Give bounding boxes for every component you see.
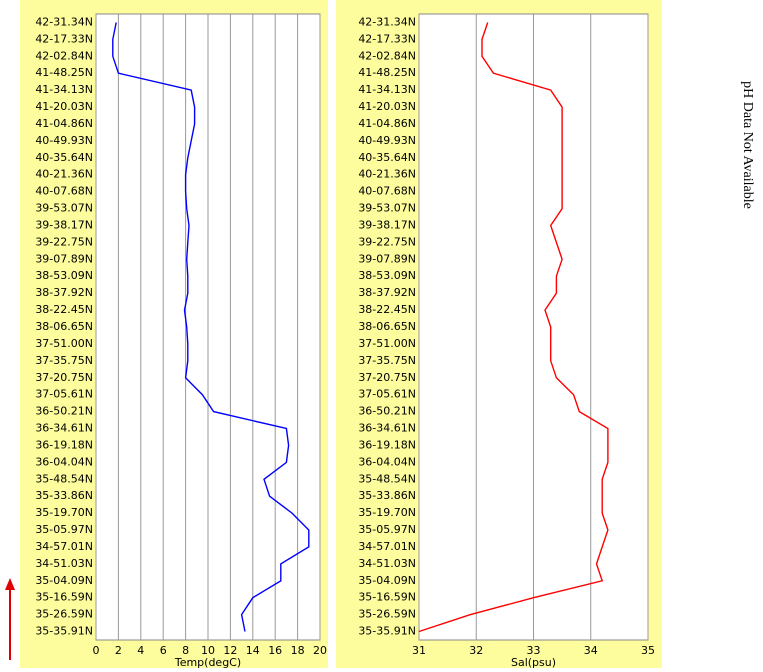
annotation: pH Data Not Available [740, 81, 755, 209]
y-tick-label: 42-17.33N [358, 32, 416, 45]
y-tick-label: 35-04.09N [35, 574, 93, 587]
y-tick-label: 36-04.04N [358, 455, 416, 468]
y-tick-label: 39-53.07N [35, 202, 93, 215]
y-tick-label: 37-20.75N [35, 371, 93, 384]
x-tick-label: 16 [268, 644, 282, 657]
y-tick-label: 37-20.75N [358, 371, 416, 384]
y-tick-label: 39-07.89N [35, 252, 93, 265]
y-tick-label: 40-35.64N [35, 151, 93, 164]
x-tick-label: 4 [137, 644, 144, 657]
y-tick-label: 40-49.93N [358, 134, 416, 147]
x-axis-title: Sal(psu) [511, 656, 556, 668]
y-tick-label: 39-53.07N [358, 202, 416, 215]
y-tick-label: 38-37.92N [35, 286, 93, 299]
y-tick-label: 39-07.89N [358, 252, 416, 265]
x-tick-label: 34 [584, 644, 598, 657]
x-axis-title: Temp(degC) [174, 656, 241, 668]
y-tick-label: 42-31.34N [358, 15, 416, 28]
y-tick-label: 35-04.09N [358, 574, 416, 587]
y-tick-label: 36-19.18N [358, 438, 416, 451]
y-tick-label: 36-50.21N [358, 405, 416, 418]
y-tick-label: 38-37.92N [358, 286, 416, 299]
y-tick-label: 39-22.75N [35, 235, 93, 248]
x-tick-label: 31 [412, 644, 426, 657]
y-tick-label: 38-22.45N [35, 303, 93, 316]
y-tick-label: 42-02.84N [35, 49, 93, 62]
data-line [418, 22, 609, 633]
y-tick-label: 36-34.61N [35, 422, 93, 435]
y-tick-label: 35-48.54N [35, 472, 93, 485]
y-tick-label: 35-26.59N [358, 608, 416, 621]
x-tick-label: 35 [641, 644, 655, 657]
y-tick-label: 41-04.86N [35, 117, 93, 130]
arrow-head [5, 578, 15, 590]
y-tick-label: 37-51.00N [35, 337, 93, 350]
y-tick-label: 34-51.03N [358, 557, 416, 570]
x-tick-label: 8 [182, 644, 189, 657]
x-tick-label: 14 [246, 644, 260, 657]
y-tick-label: 35-35.91N [358, 625, 416, 638]
y-tick-label: 42-17.33N [35, 32, 93, 45]
y-tick-label: 36-50.21N [35, 405, 93, 418]
x-tick-label: 2 [115, 644, 122, 657]
y-tick-label: 40-49.93N [35, 134, 93, 147]
y-tick-label: 41-48.25N [35, 66, 93, 79]
y-tick-label: 41-20.03N [358, 100, 416, 113]
y-tick-label: 40-35.64N [358, 151, 416, 164]
y-tick-label: 40-21.36N [35, 168, 93, 181]
x-tick-label: 10 [201, 644, 215, 657]
y-tick-label: 37-35.75N [358, 354, 416, 367]
y-tick-label: 35-33.86N [358, 489, 416, 502]
y-tick-label: 41-48.25N [358, 66, 416, 79]
y-tick-label: 38-53.09N [35, 269, 93, 282]
y-tick-label: 39-22.75N [358, 235, 416, 248]
y-tick-label: 38-53.09N [358, 269, 416, 282]
y-tick-label: 35-35.91N [35, 625, 93, 638]
y-tick-label: 39-38.17N [358, 218, 416, 231]
y-tick-label: 34-57.01N [358, 540, 416, 553]
x-tick-label: 32 [469, 644, 483, 657]
y-tick-label: 37-51.00N [358, 337, 416, 350]
y-tick-label: 40-07.68N [35, 185, 93, 198]
y-tick-label: 42-02.84N [358, 49, 416, 62]
y-tick-label: 41-04.86N [358, 117, 416, 130]
y-tick-label: 37-05.61N [358, 388, 416, 401]
y-tick-label: 42-31.34N [35, 15, 93, 28]
x-tick-label: 18 [291, 644, 305, 657]
y-tick-label: 35-05.97N [358, 523, 416, 536]
y-tick-label: 38-06.65N [35, 320, 93, 333]
y-tick-label: 38-06.65N [358, 320, 416, 333]
x-tick-label: 12 [223, 644, 237, 657]
y-tick-label: 36-19.18N [35, 438, 93, 451]
y-tick-label: 37-35.75N [35, 354, 93, 367]
y-tick-label: 34-57.01N [35, 540, 93, 553]
y-tick-label: 38-22.45N [358, 303, 416, 316]
x-tick-label: 6 [160, 644, 167, 657]
y-tick-label: 35-26.59N [35, 608, 93, 621]
y-tick-label: 40-21.36N [358, 168, 416, 181]
y-tick-label: 40-07.68N [358, 185, 416, 198]
y-tick-label: 35-48.54N [358, 472, 416, 485]
y-tick-label: 35-05.97N [35, 523, 93, 536]
x-tick-label: 0 [93, 644, 100, 657]
x-tick-label: 33 [527, 644, 541, 657]
y-tick-label: 39-38.17N [35, 218, 93, 231]
y-tick-label: 41-20.03N [35, 100, 93, 113]
y-tick-label: 35-19.70N [358, 506, 416, 519]
y-tick-label: 41-34.13N [358, 83, 416, 96]
y-tick-label: 35-19.70N [35, 506, 93, 519]
y-tick-label: 36-04.04N [35, 455, 93, 468]
y-tick-label: 36-34.61N [358, 422, 416, 435]
y-tick-label: 35-16.59N [35, 591, 93, 604]
x-tick-label: 20 [313, 644, 327, 657]
y-tick-label: 35-33.86N [35, 489, 93, 502]
y-tick-label: 41-34.13N [35, 83, 93, 96]
y-tick-label: 34-51.03N [35, 557, 93, 570]
y-tick-label: 37-05.61N [35, 388, 93, 401]
data-line [112, 22, 310, 632]
y-tick-label: 35-16.59N [358, 591, 416, 604]
